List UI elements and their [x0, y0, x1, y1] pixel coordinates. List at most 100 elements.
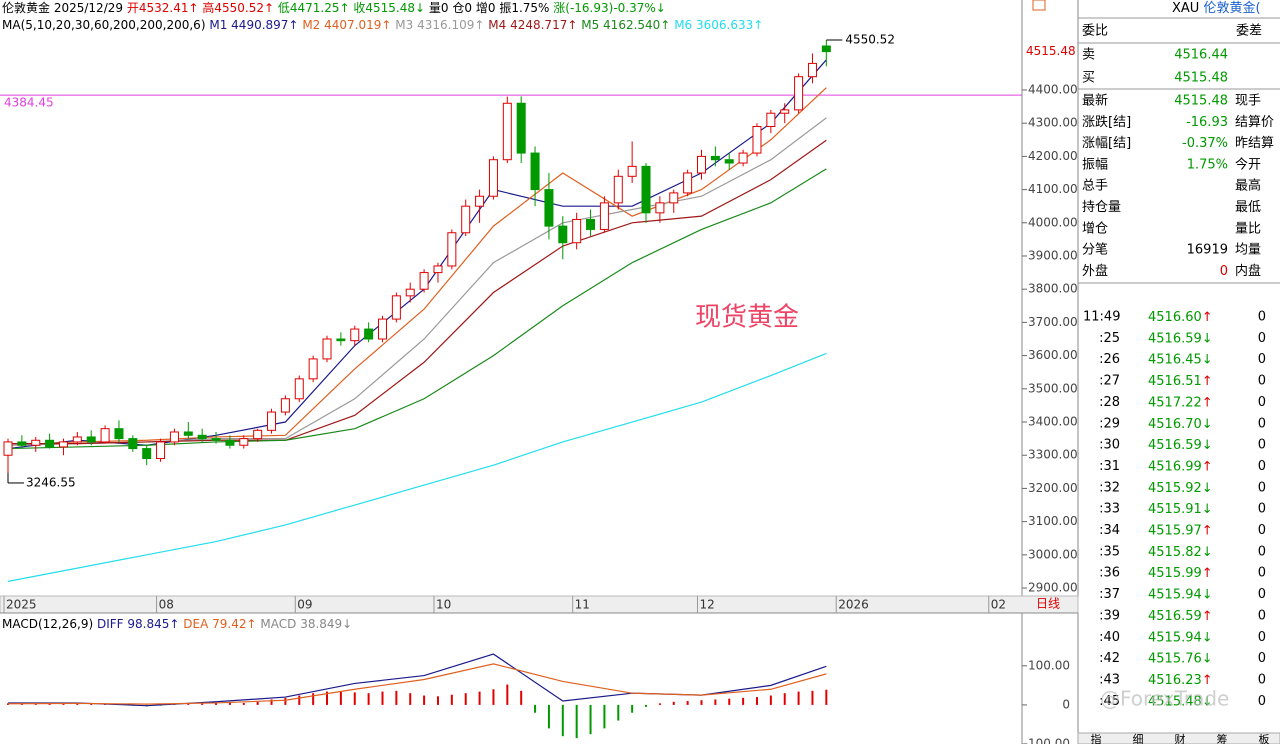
tick-price-value: 4516.59	[1148, 438, 1202, 453]
tick-price: 4515.94↓	[1148, 587, 1213, 602]
low-label: 3246.55	[26, 475, 76, 489]
candle-body	[669, 192, 679, 204]
row-value: 4515.48	[1174, 94, 1228, 109]
candle-body	[100, 428, 110, 443]
panel-title: XAU 伦敦黄金(	[1172, 0, 1261, 16]
y-tick-label: 3700.00	[1028, 315, 1078, 329]
y-tick-label: 4200.00	[1028, 149, 1078, 163]
panel-price: 4515.48	[1174, 71, 1228, 86]
candle-body	[197, 434, 207, 440]
tick-price: 4516.70↓	[1148, 416, 1213, 431]
candle-body	[364, 328, 374, 340]
tick-price-value: 4516.59	[1148, 608, 1202, 623]
tick-time: :29	[1099, 416, 1120, 431]
y-tick-label: 2900.00	[1028, 581, 1078, 595]
legend-name: M4	[488, 18, 506, 32]
tab[interactable]: 筹	[1217, 732, 1228, 746]
tick-time: :34	[1099, 523, 1120, 538]
y-tick-label: 3900.00	[1028, 248, 1078, 262]
candle-body	[45, 439, 55, 448]
row-value: -0.37%	[1182, 136, 1228, 151]
row-label: 现手	[1235, 94, 1261, 109]
tick-volume: 0	[1258, 566, 1266, 581]
candle-body	[766, 112, 776, 128]
candle-body	[683, 172, 693, 194]
tick-price: 4515.94↓	[1148, 630, 1213, 645]
tick-price-value: 4515.92	[1148, 480, 1202, 495]
legend-value: 4162.540↑	[603, 18, 670, 32]
row-label: 内盘	[1235, 263, 1261, 279]
ma-legend: MA(5,10,20,30,60,200,200,200,6) M1 4490.…	[2, 18, 763, 32]
tick-price: 4517.22↑	[1148, 395, 1213, 410]
candle-body	[308, 358, 318, 380]
tick-volume: 0	[1258, 608, 1266, 623]
ma-title: MA(5,10,20,30,60,200,200,200,6)	[2, 18, 206, 32]
legend-name: DIFF	[97, 617, 124, 631]
candle-body	[114, 428, 124, 440]
y-tick-label: 3100.00	[1028, 514, 1078, 528]
tab[interactable]: 指	[1091, 732, 1102, 746]
y-tick-label: 4000.00	[1028, 215, 1078, 229]
y-tick-label: 3800.00	[1028, 282, 1078, 296]
tick-volume: 0	[1258, 630, 1266, 645]
tick-direction: ↓	[1202, 331, 1213, 346]
tab[interactable]: 细	[1133, 733, 1144, 746]
legend-value: 4316.109↑	[417, 18, 484, 32]
symbol: 伦敦黄金	[2, 0, 50, 15]
y-tick-label: 3400.00	[1028, 415, 1078, 429]
panel-label: 委比	[1082, 24, 1108, 39]
y-tick-label: 4400.00	[1028, 82, 1078, 96]
header-item: 仓0	[452, 1, 472, 15]
candle-body	[433, 265, 443, 274]
row-label: 均量	[1235, 243, 1261, 258]
candle-body	[475, 195, 485, 207]
candle-body	[780, 109, 790, 114]
row-value: -16.93	[1186, 115, 1228, 130]
tick-direction: ↑	[1202, 310, 1213, 325]
tick-direction: ↓	[1202, 630, 1213, 645]
tick-price: 4515.92↓	[1148, 480, 1213, 495]
tick-price-value: 4516.59	[1148, 331, 1202, 346]
instrument-name: 伦敦黄金(	[1203, 0, 1260, 16]
candle-body	[558, 225, 568, 244]
tab[interactable]: 财	[1175, 732, 1186, 746]
candle-body	[724, 159, 734, 164]
candle-body	[280, 398, 290, 413]
y-tick-label: 3600.00	[1028, 348, 1078, 362]
candle-body	[710, 155, 720, 161]
panel-label: 买	[1082, 71, 1095, 86]
row-label: 涨跌[结]	[1082, 114, 1131, 130]
tick-direction: ↓	[1202, 694, 1213, 709]
ma-line	[7, 87, 827, 446]
row-label: 总手	[1082, 179, 1108, 194]
tick-volume: 0	[1258, 374, 1266, 389]
candle-body	[156, 441, 166, 460]
candle-body	[267, 411, 277, 431]
candle-body	[738, 152, 748, 164]
candle-body	[586, 218, 596, 230]
tick-price: 4515.97↑	[1148, 523, 1213, 538]
candle-body	[142, 448, 152, 460]
tick-time: :37	[1099, 587, 1120, 602]
tick-price-value: 4515.99	[1148, 566, 1202, 581]
candle-body	[488, 159, 498, 197]
header-item: 高4550.52↑	[202, 0, 274, 15]
tick-direction: ↓	[1202, 480, 1213, 495]
tick-volume: 0	[1258, 416, 1266, 431]
candle-body	[72, 436, 82, 443]
tick-time: :33	[1099, 502, 1120, 517]
candle-body	[169, 431, 179, 443]
tab[interactable]: 板	[1259, 732, 1270, 746]
header-item: 低4471.25↑	[278, 1, 350, 15]
y-tick-label: 0	[1062, 697, 1070, 711]
tick-price: 4516.99↑	[1148, 459, 1213, 474]
tick-direction: ↓	[1202, 544, 1213, 559]
row-label: 量比	[1235, 221, 1261, 236]
tick-price: 4516.59↓	[1148, 331, 1213, 346]
legend-value: 3606.633↑	[696, 18, 763, 32]
candle-body	[183, 431, 193, 436]
tick-price: 4516.45↓	[1148, 352, 1213, 367]
candle-body	[807, 62, 817, 78]
legend-name: M3	[395, 18, 413, 32]
period-label: 日线	[1036, 597, 1060, 611]
